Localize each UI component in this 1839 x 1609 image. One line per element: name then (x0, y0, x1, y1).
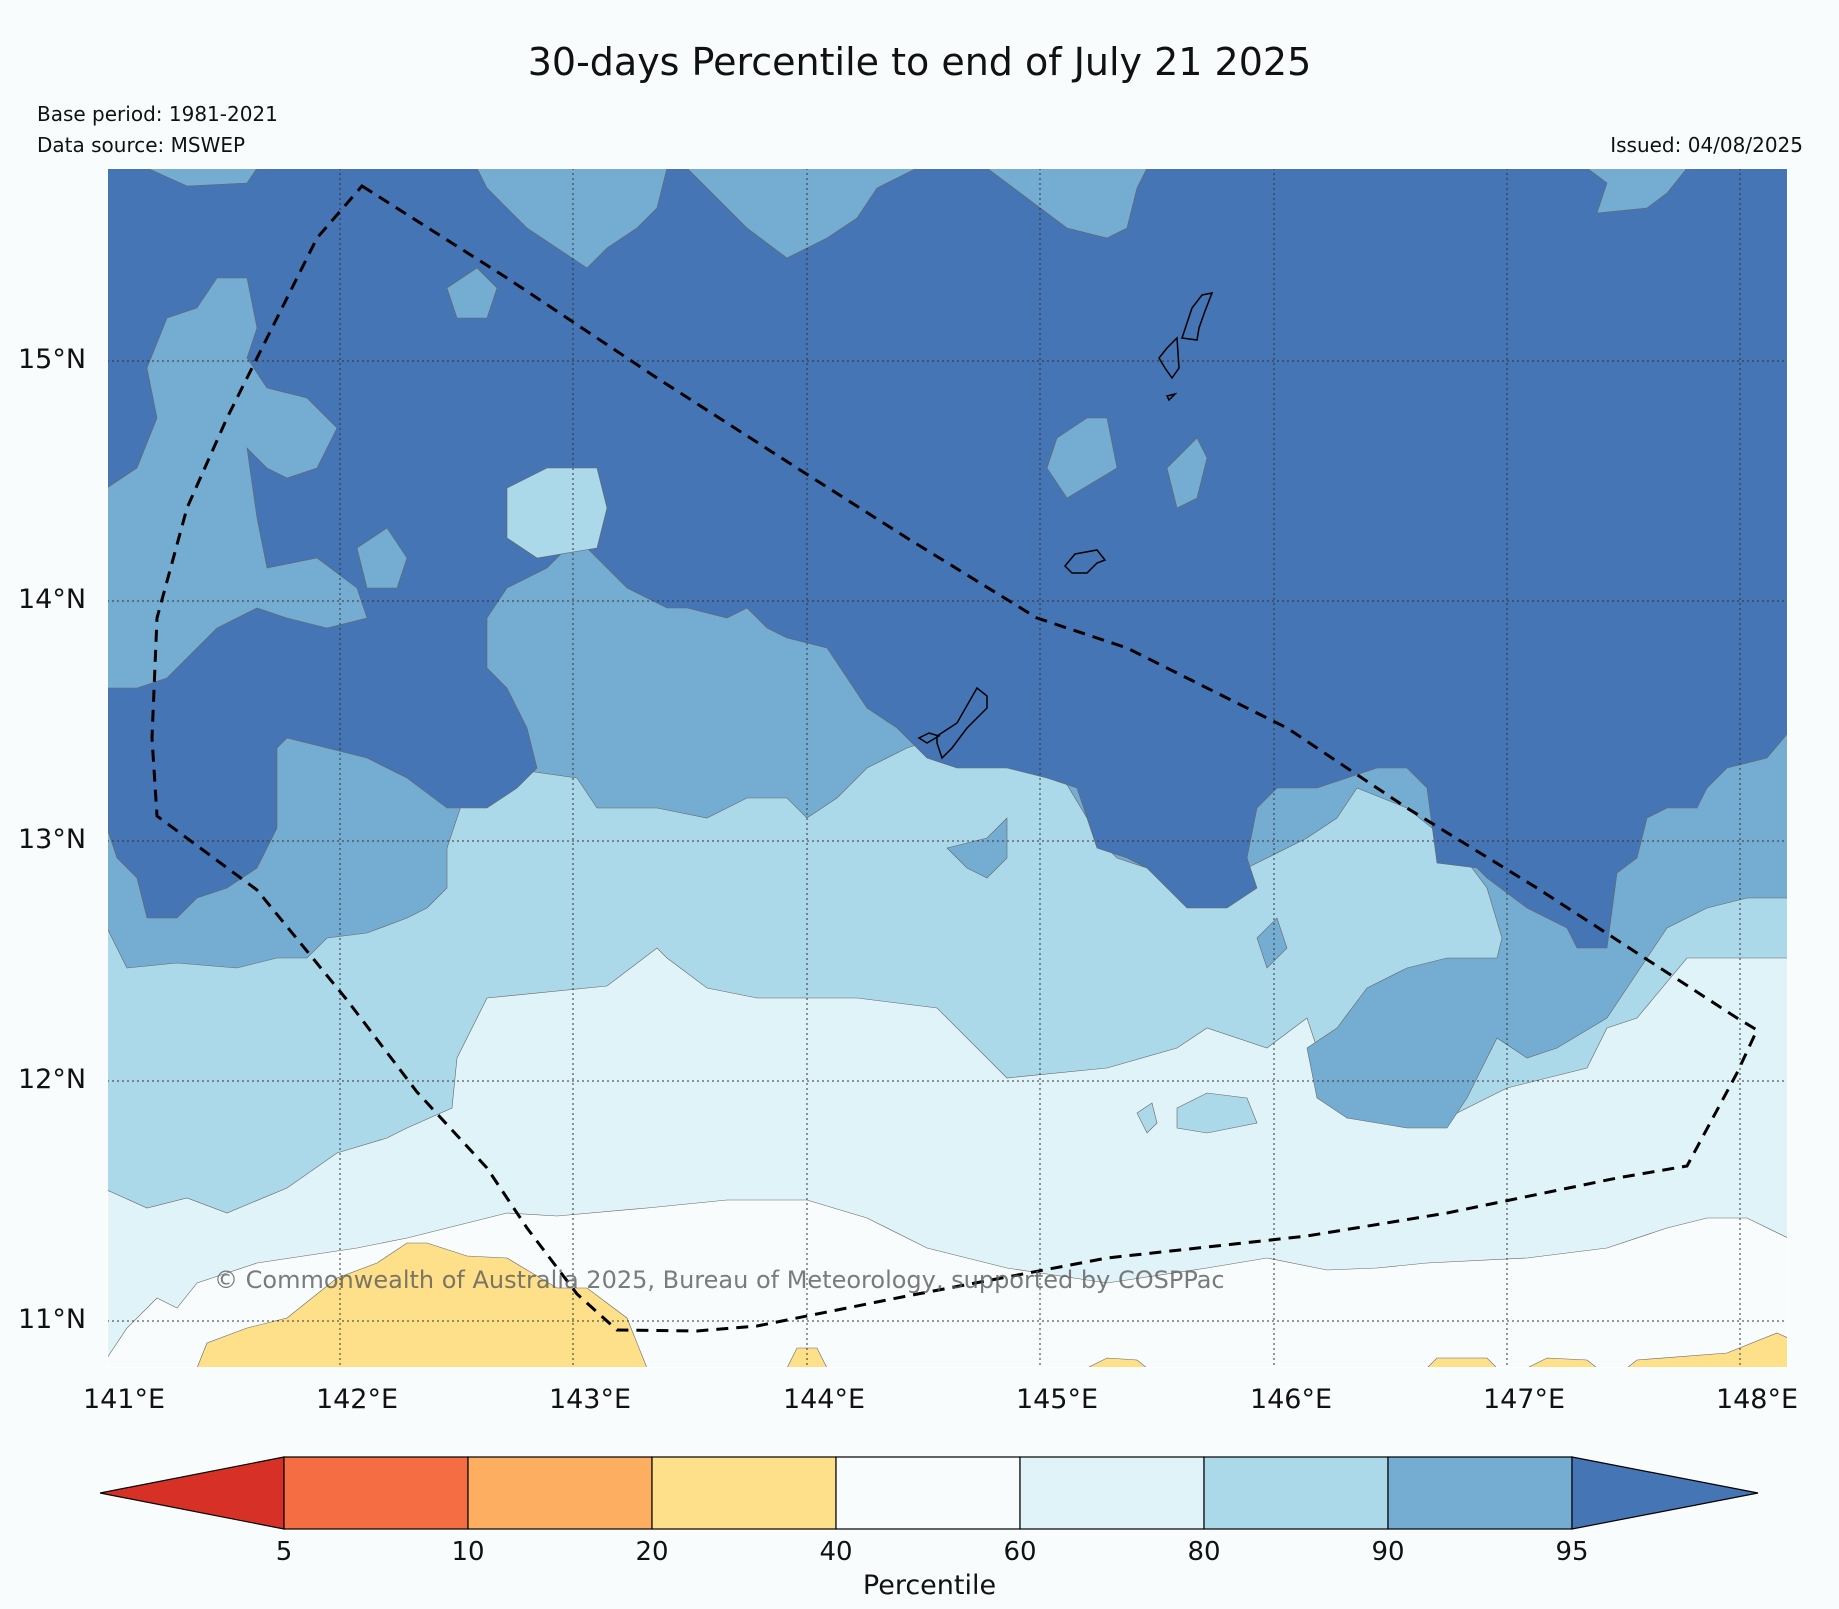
lat-label-15n: 15°N (18, 344, 87, 375)
colorbar-swatch-10-20 (467, 1456, 653, 1530)
percentile-map (107, 168, 1788, 1368)
colorbar-label: Percentile (862, 1570, 997, 1601)
colorbar-tick-90: 90 (1371, 1537, 1405, 1567)
colorbar-swatch-20-40 (651, 1456, 837, 1530)
data-source: Data source: MSWEP (37, 133, 246, 157)
colorbar-tick-60: 60 (1003, 1537, 1037, 1567)
band-20-40-patch (1426, 1357, 1498, 1368)
map-contours (107, 168, 1788, 1368)
band-80-90-patch (506, 467, 608, 559)
copyright-watermark: © Commonwealth of Australia 2025, Bureau… (214, 1266, 1225, 1294)
lon-label-148e: 148°E (1715, 1384, 1799, 1415)
lat-label-12n: 12°N (18, 1064, 87, 1095)
lon-label-143e: 143°E (548, 1384, 632, 1415)
colorbar-tick-80: 80 (1187, 1537, 1221, 1567)
colorbar-swatch-60-80 (1019, 1456, 1205, 1530)
map-title: 30-days Percentile to end of July 21 202… (527, 40, 1312, 84)
colorbar-swatch-below-5 (100, 1456, 285, 1530)
lat-label-14n: 14°N (18, 584, 87, 615)
colorbar (100, 1456, 1759, 1530)
lon-label-142e: 142°E (315, 1384, 399, 1415)
lon-label-144e: 144°E (782, 1384, 866, 1415)
lat-label-11n: 11°N (18, 1304, 87, 1335)
issued-date: Issued: 04/08/2025 (1610, 133, 1803, 157)
colorbar-tick-95: 95 (1555, 1537, 1589, 1567)
colorbar-swatch-5-10 (283, 1456, 469, 1530)
colorbar-swatch-40-60 (835, 1456, 1021, 1530)
lat-label-13n: 13°N (18, 824, 87, 855)
colorbar-tick-5: 5 (275, 1537, 293, 1567)
lon-label-147e: 147°E (1482, 1384, 1566, 1415)
base-period: Base period: 1981-2021 (37, 102, 278, 126)
colorbar-swatch-90-95 (1387, 1456, 1573, 1530)
lon-label-145e: 145°E (1015, 1384, 1099, 1415)
lon-label-141e: 141°E (82, 1384, 166, 1415)
colorbar-tick-40: 40 (819, 1537, 853, 1567)
colorbar-tick-10: 10 (451, 1537, 485, 1567)
lon-label-146e: 146°E (1249, 1384, 1333, 1415)
colorbar-tick-20: 20 (635, 1537, 669, 1567)
colorbar-swatch-above-95 (1571, 1456, 1759, 1530)
colorbar-swatch-80-90 (1203, 1456, 1389, 1530)
